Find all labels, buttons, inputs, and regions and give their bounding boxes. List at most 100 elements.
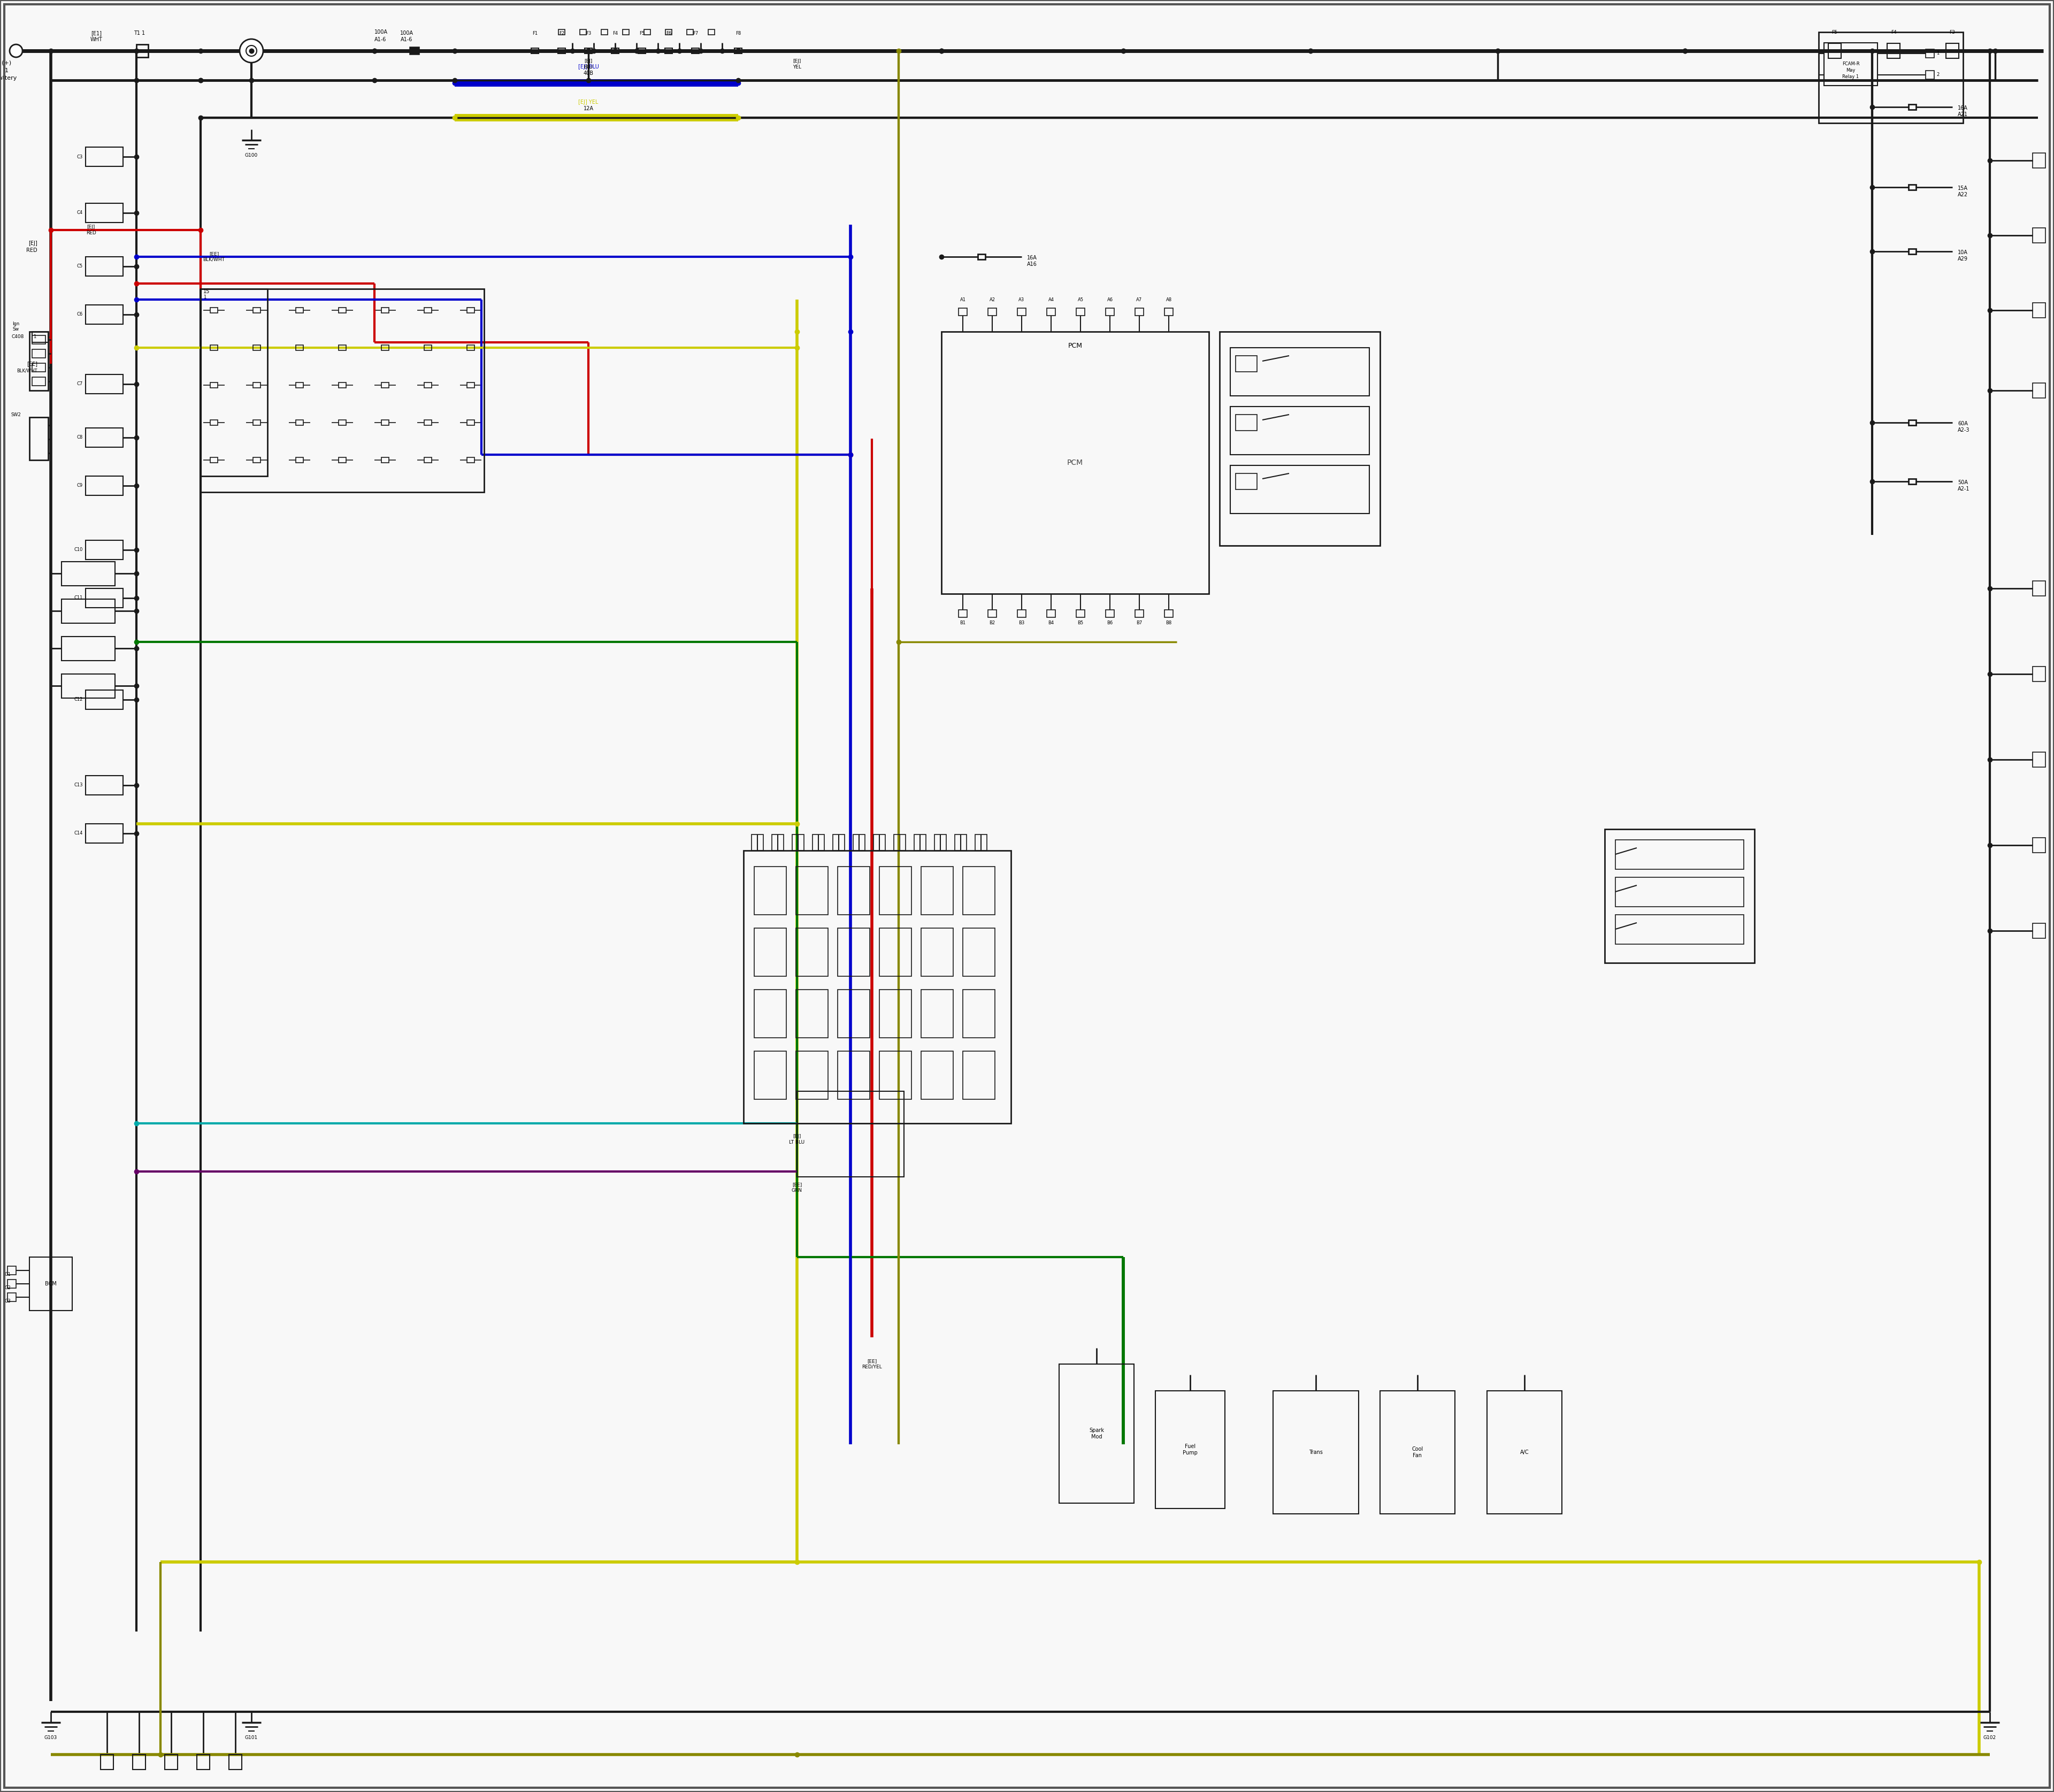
Text: [EE]: [EE] <box>27 360 37 366</box>
Bar <box>86 776 123 796</box>
Bar <box>1076 308 1085 315</box>
Bar <box>2033 152 2046 168</box>
Text: A5: A5 <box>1078 297 1082 303</box>
Text: 16A: 16A <box>1027 254 1037 260</box>
Bar <box>86 305 123 324</box>
Bar <box>339 308 345 314</box>
Bar <box>959 609 967 616</box>
Bar <box>1614 840 1744 869</box>
Bar <box>585 48 592 54</box>
Bar <box>1614 914 1744 944</box>
Bar <box>920 989 953 1038</box>
Bar <box>466 308 474 314</box>
Bar <box>339 346 345 351</box>
Text: G2: G2 <box>4 1285 10 1290</box>
Text: A16: A16 <box>1027 262 1037 267</box>
Bar <box>1828 43 1840 59</box>
Bar <box>339 382 345 387</box>
Bar <box>963 989 994 1038</box>
Bar <box>253 382 261 387</box>
Text: C5: C5 <box>76 263 82 269</box>
Bar <box>425 346 431 351</box>
Bar <box>532 48 538 54</box>
Text: F4: F4 <box>1890 30 1896 34</box>
Bar <box>754 1052 787 1098</box>
Text: F5: F5 <box>1832 30 1838 34</box>
Text: Relay 1: Relay 1 <box>1842 75 1859 79</box>
Bar <box>893 835 906 851</box>
Bar <box>559 48 565 54</box>
Bar <box>1614 878 1744 907</box>
Bar <box>1237 414 1257 430</box>
Bar <box>201 289 267 477</box>
Text: A2-3: A2-3 <box>1957 428 1970 432</box>
Text: G1: G1 <box>4 1272 10 1278</box>
Bar <box>382 419 388 425</box>
Text: BCM: BCM <box>45 1281 58 1287</box>
Bar <box>29 332 47 391</box>
Bar <box>1945 43 1960 59</box>
Bar <box>752 835 764 851</box>
Bar <box>466 346 474 351</box>
Bar <box>86 588 123 607</box>
Bar <box>1908 478 1916 484</box>
Text: Spark
Mod: Spark Mod <box>1089 1428 1105 1439</box>
Text: C9: C9 <box>76 484 82 487</box>
Bar <box>797 1052 828 1098</box>
Bar <box>425 382 431 387</box>
Text: 10A: 10A <box>1957 249 1968 254</box>
Bar <box>86 539 123 559</box>
Bar <box>33 332 47 342</box>
Bar <box>136 45 148 57</box>
Bar <box>210 457 218 462</box>
Text: F6: F6 <box>665 30 672 36</box>
Text: G103: G103 <box>45 1735 58 1740</box>
Bar <box>339 419 345 425</box>
Bar <box>602 29 608 34</box>
Bar <box>86 375 123 394</box>
Bar <box>754 989 787 1038</box>
Bar <box>253 419 261 425</box>
Bar <box>33 335 45 344</box>
Text: [EE]
BLK/WHT: [EE] BLK/WHT <box>203 251 226 262</box>
Bar <box>838 989 869 1038</box>
Bar <box>1230 407 1370 455</box>
Bar <box>1927 48 1935 57</box>
Bar <box>296 457 304 462</box>
Text: 1: 1 <box>1937 52 1939 56</box>
Bar <box>988 609 996 616</box>
Bar <box>2033 303 2046 317</box>
Bar <box>253 346 261 351</box>
Text: C13: C13 <box>74 783 82 788</box>
Bar <box>639 48 645 54</box>
Bar <box>1237 473 1257 489</box>
Bar <box>645 29 651 34</box>
Text: [EJ]
RED: [EJ] RED <box>86 224 97 235</box>
Text: A22: A22 <box>1957 192 1968 197</box>
Text: G3: G3 <box>4 1299 10 1303</box>
Text: [EE]
GRN: [EE] GRN <box>791 1183 803 1193</box>
Text: 15A: 15A <box>1957 186 1968 192</box>
Text: Trans: Trans <box>1308 1450 1323 1455</box>
Bar <box>692 48 698 54</box>
Text: F4: F4 <box>612 30 618 36</box>
Bar <box>1824 43 1877 86</box>
Text: C7: C7 <box>76 382 82 387</box>
Bar <box>86 428 123 448</box>
Bar <box>86 147 123 167</box>
Bar <box>1105 308 1113 315</box>
Text: A7: A7 <box>1136 297 1142 303</box>
Bar <box>425 419 431 425</box>
Bar <box>754 867 787 914</box>
Text: T1: T1 <box>134 30 140 36</box>
Bar <box>1818 32 1964 124</box>
Bar <box>382 382 388 387</box>
Bar <box>8 1279 16 1288</box>
Text: C408: C408 <box>12 335 25 339</box>
Text: F3: F3 <box>1949 30 1955 34</box>
Text: 40B: 40B <box>583 70 594 75</box>
Bar <box>62 674 115 699</box>
Bar <box>1273 1391 1358 1514</box>
Text: [EJ]: [EJ] <box>29 240 37 246</box>
Bar <box>959 308 967 315</box>
